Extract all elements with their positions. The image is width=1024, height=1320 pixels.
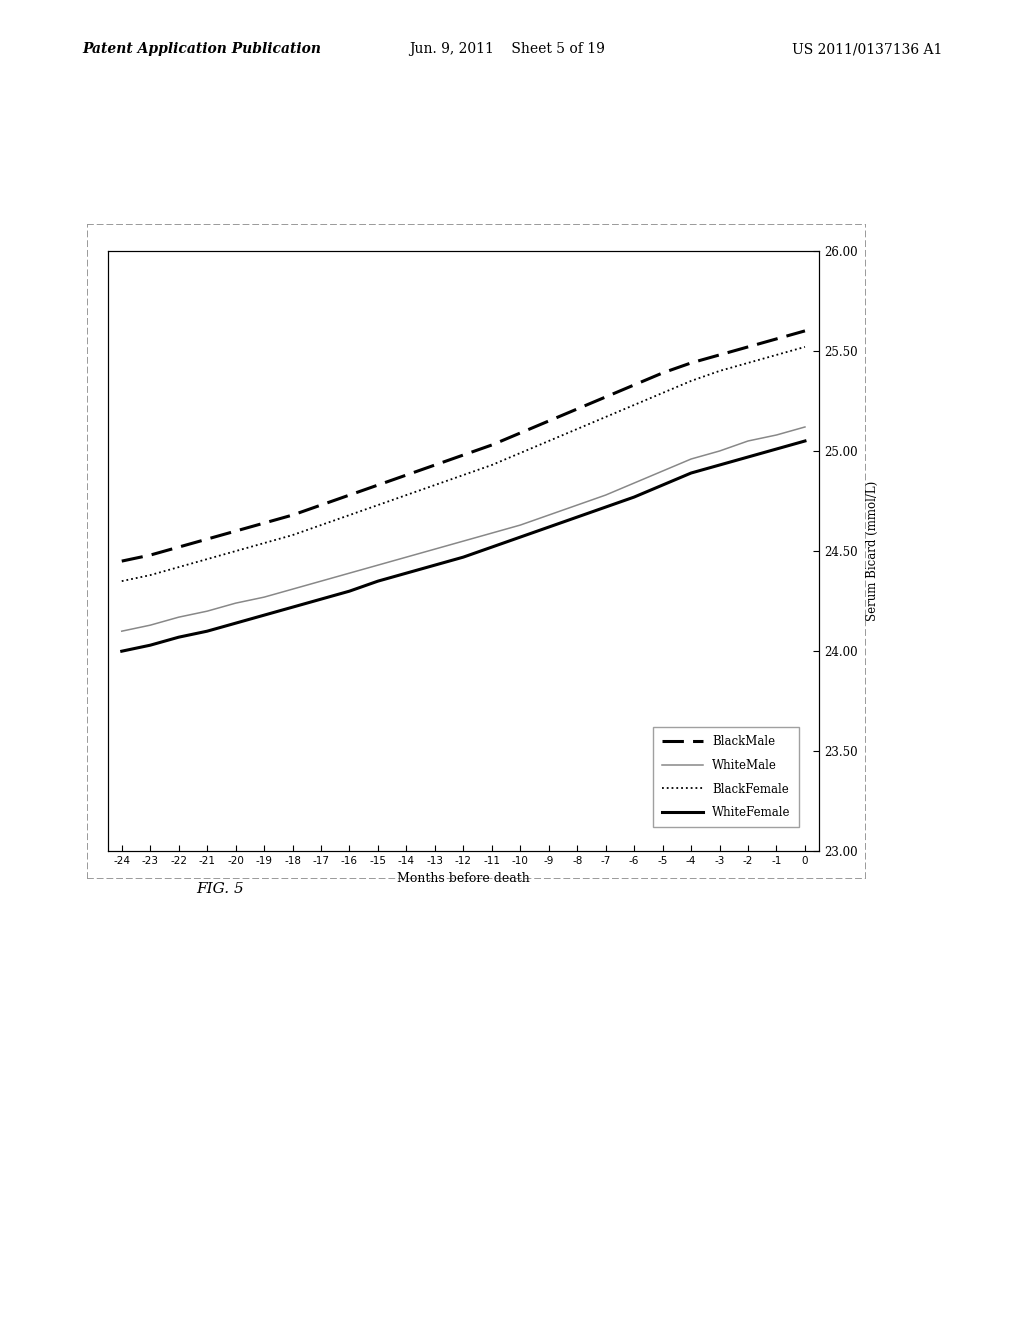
Text: US 2011/0137136 A1: US 2011/0137136 A1	[792, 42, 942, 57]
Text: FIG. 5: FIG. 5	[197, 882, 244, 896]
X-axis label: Months before death: Months before death	[397, 871, 529, 884]
Legend: BlackMale, WhiteMale, BlackFemale, WhiteFemale: BlackMale, WhiteMale, BlackFemale, White…	[653, 727, 799, 828]
Text: Jun. 9, 2011    Sheet 5 of 19: Jun. 9, 2011 Sheet 5 of 19	[410, 42, 605, 57]
Y-axis label: Serum Bicard (mmol/L): Serum Bicard (mmol/L)	[866, 480, 879, 622]
Text: Patent Application Publication: Patent Application Publication	[82, 42, 321, 57]
